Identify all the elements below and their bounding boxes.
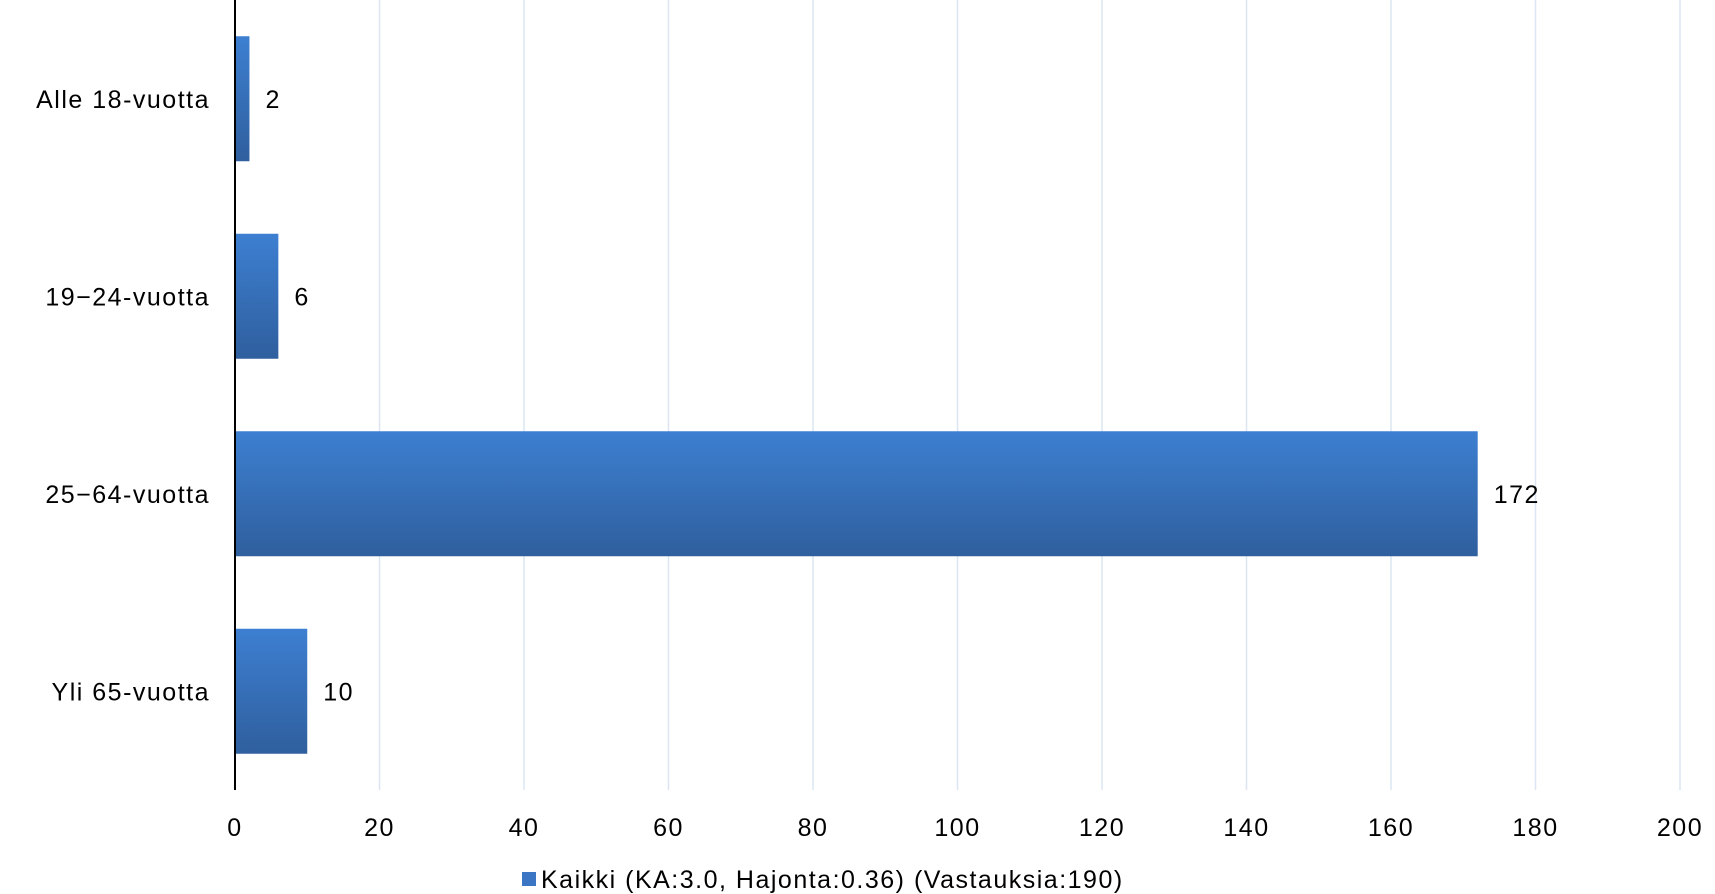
category-label: Yli 65-vuotta [52, 678, 210, 706]
bar-3 [235, 431, 1478, 557]
x-tick-label: 160 [1368, 814, 1414, 842]
legend-swatch [522, 872, 536, 886]
x-tick-label: 20 [364, 814, 395, 842]
x-tick-label: 140 [1223, 814, 1269, 842]
bars [235, 36, 1478, 754]
x-tick-label: 180 [1512, 814, 1558, 842]
x-tick-label: 80 [798, 814, 829, 842]
category-label: 25−64-vuotta [45, 481, 210, 509]
bar-4 [235, 628, 308, 754]
legend: Kaikki (KA:3.0, Hajonta:0.36) (Vastauksi… [522, 866, 1124, 894]
legend-label: Kaikki (KA:3.0, Hajonta:0.36) (Vastauksi… [541, 866, 1124, 894]
bar-1 [235, 36, 250, 162]
x-tick-label: 40 [509, 814, 540, 842]
data-label: 6 [294, 283, 309, 311]
x-tick-label: 100 [934, 814, 980, 842]
bar-2 [235, 233, 279, 359]
data-labels: 2 6 172 10 [265, 86, 1540, 707]
category-label: 19−24-vuotta [45, 283, 210, 311]
category-label: Alle 18-vuotta [36, 86, 210, 114]
x-tick-labels: 0 20 40 60 80 100 120 140 160 180 200 [227, 814, 1703, 842]
x-tick-label: 60 [653, 814, 684, 842]
x-tick-label: 200 [1657, 814, 1703, 842]
data-label: 172 [1494, 481, 1540, 509]
data-label: 10 [323, 678, 354, 706]
data-label: 2 [265, 86, 280, 114]
grid-lines [378, 0, 1681, 790]
x-tick-label: 0 [227, 814, 242, 842]
category-labels: Alle 18-vuotta 19−24-vuotta 25−64-vuotta Yl… [36, 86, 210, 707]
x-tick-label: 120 [1079, 814, 1125, 842]
